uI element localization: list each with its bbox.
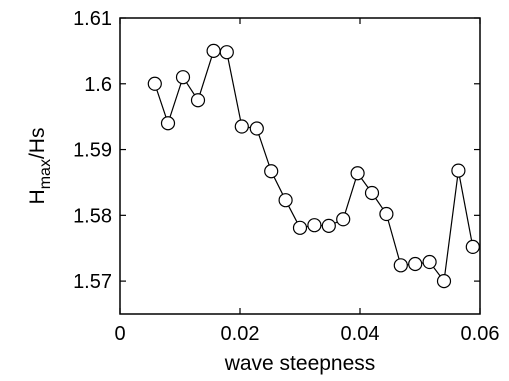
x-tick-label: 0 xyxy=(114,323,125,345)
data-point xyxy=(249,121,264,136)
y-axis-label: Hmax/Hs xyxy=(26,128,54,205)
data-point xyxy=(234,119,249,134)
y-tick-label: 1.59 xyxy=(73,140,112,162)
y-axis-label-subscript: max xyxy=(37,159,54,189)
x-tick-label: 0.06 xyxy=(461,323,500,345)
data-point xyxy=(175,70,191,85)
y-tick-label: 1.58 xyxy=(73,205,112,227)
data-point xyxy=(190,93,206,108)
y-tick-label: 1.57 xyxy=(73,271,112,293)
data-point xyxy=(336,212,351,227)
y-axis-label-base: H xyxy=(26,189,49,204)
data-point xyxy=(278,193,293,208)
x-axis-label: wave steepness xyxy=(224,352,376,375)
data-point xyxy=(422,254,437,270)
data-point xyxy=(436,274,452,289)
data-point xyxy=(206,43,221,58)
data-point xyxy=(379,206,394,222)
data-point xyxy=(408,256,423,272)
y-tick-label: 1.6 xyxy=(84,74,112,96)
y-axis-label-suffix: /Hs xyxy=(26,128,49,160)
data-point xyxy=(219,45,234,60)
y-axis: 1.57 1.58 1.59 1.6 1.61 xyxy=(73,8,480,293)
data-point xyxy=(364,185,380,201)
data-point xyxy=(321,218,336,233)
series-line xyxy=(154,50,474,283)
x-axis: 0 0.02 0.04 0.06 xyxy=(114,18,499,345)
x-tick-label: 0.02 xyxy=(221,323,260,345)
x-tick-label: 0.04 xyxy=(341,323,380,345)
y-tick-label: 1.61 xyxy=(73,8,112,30)
data-point xyxy=(350,166,365,181)
data-point xyxy=(147,76,162,91)
data-point xyxy=(307,218,322,233)
data-point xyxy=(264,164,279,179)
series-group xyxy=(147,43,480,289)
data-point xyxy=(292,220,308,235)
plot-frame xyxy=(119,17,481,315)
data-point xyxy=(451,163,466,178)
data-point xyxy=(465,239,480,255)
data-point xyxy=(393,258,408,273)
data-point xyxy=(160,116,176,131)
plot-area xyxy=(119,17,481,315)
